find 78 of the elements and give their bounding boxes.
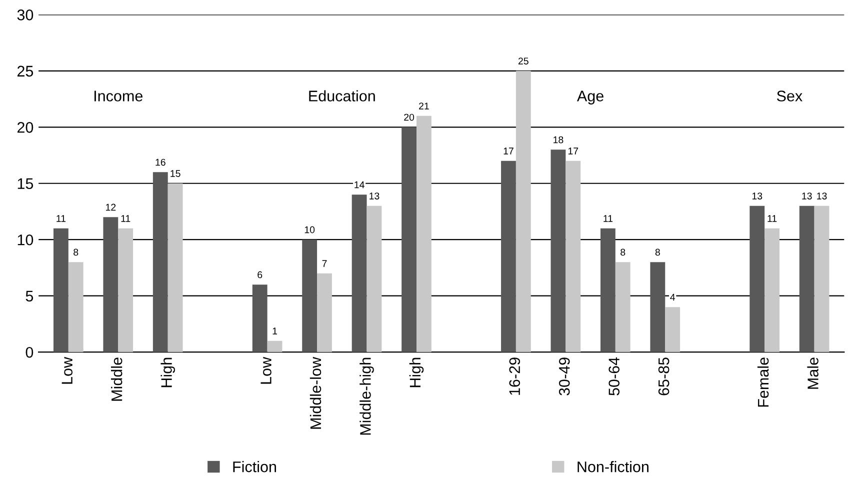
- data-label: 8: [74, 248, 78, 256]
- x-tick-label: 30-49: [558, 358, 570, 396]
- data-label: 17: [504, 148, 514, 154]
- data-label: 4: [670, 294, 676, 301]
- y-tick-label: 30: [17, 10, 34, 20]
- data-label: 11: [56, 215, 66, 222]
- data-label: 6: [258, 271, 262, 278]
- bar: [750, 206, 765, 352]
- bar: [799, 206, 814, 352]
- y-tick-label: 20: [17, 122, 34, 133]
- data-label: 17: [568, 148, 578, 154]
- bar: [814, 206, 830, 352]
- x-tick-label: Middle-low: [310, 356, 322, 429]
- x-tick-label: High: [409, 358, 424, 388]
- bar: [302, 240, 318, 352]
- annotation: Income: [94, 90, 142, 102]
- data-label: 20: [404, 114, 414, 121]
- bar: [402, 127, 416, 352]
- x-tick-label: Low: [260, 356, 272, 384]
- data-label: 21: [419, 102, 429, 110]
- bar: [352, 194, 367, 352]
- data-label: 8: [620, 248, 626, 256]
- bar: [615, 262, 630, 352]
- data-label: 16: [156, 158, 166, 166]
- bar: [267, 340, 282, 352]
- data-label: 10: [304, 226, 315, 234]
- bar: [103, 217, 118, 352]
- bar: [600, 228, 616, 352]
- y-tick-label: 0: [26, 346, 34, 358]
- bar: [152, 172, 168, 352]
- y-tick-label: 15: [18, 178, 34, 190]
- x-tick-label: 65-85: [658, 358, 670, 396]
- data-label: 13: [752, 192, 762, 200]
- data-label: 11: [604, 215, 613, 222]
- data-label: 7: [322, 260, 327, 267]
- bar: [366, 206, 382, 352]
- y-tick-label: 25: [17, 66, 34, 77]
- bar: [168, 183, 183, 352]
- annotation: Education: [309, 90, 375, 102]
- x-tick-label: High: [160, 358, 175, 388]
- bar: [53, 228, 68, 352]
- annotation: Sex: [776, 90, 802, 102]
- bar: [416, 116, 432, 352]
- data-label: 13: [370, 192, 380, 200]
- x-tick-label: 16-29: [509, 358, 520, 395]
- bar: [764, 228, 780, 352]
- annotation: Age: [576, 90, 604, 104]
- bar: [566, 160, 581, 352]
- bar: [650, 262, 666, 352]
- bar: [665, 307, 680, 352]
- x-tick-label: Middle-high: [360, 358, 374, 435]
- x-tick-label: Low: [62, 356, 72, 384]
- x-tick-label: 50-64: [608, 357, 620, 396]
- data-label: 1: [272, 328, 277, 334]
- y-tick-label: 5: [26, 290, 34, 302]
- x-tick-label: Middle: [111, 358, 122, 401]
- data-label: 25: [518, 58, 528, 64]
- data-label: 14: [354, 181, 364, 188]
- data-label: 13: [817, 192, 827, 200]
- bar: [118, 228, 134, 352]
- data-label: 15: [170, 170, 180, 177]
- x-tick-label: Female: [757, 358, 769, 407]
- data-label: 12: [106, 204, 116, 211]
- bar: [317, 273, 332, 352]
- data-label: 13: [802, 192, 812, 200]
- data-label: 11: [768, 215, 777, 222]
- data-label: 11: [121, 215, 130, 222]
- bar: [68, 262, 84, 352]
- bar: [550, 150, 566, 352]
- bar: [501, 160, 516, 352]
- legend-label: Fiction: [233, 461, 276, 472]
- bar: [516, 70, 531, 352]
- data-label: 18: [554, 136, 564, 144]
- x-tick-label: Male: [807, 358, 818, 389]
- y-tick-label: 10: [18, 234, 34, 246]
- data-label: 8: [655, 248, 660, 256]
- legend-label: Non-fiction: [578, 461, 648, 472]
- bar: [252, 284, 268, 352]
